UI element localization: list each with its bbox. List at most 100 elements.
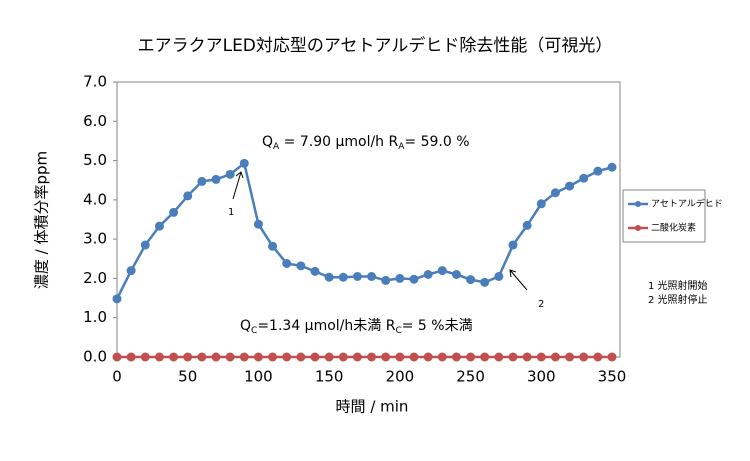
x-axis-label: 時間 / min: [336, 398, 409, 416]
annotation-part: = 59.0 %: [404, 134, 469, 150]
y-tick-label: 3.0: [83, 230, 107, 248]
annotation: QA = 7.90 μmol/h RA= 59.0 %: [262, 134, 470, 152]
data-point: [268, 352, 278, 362]
data-point: [409, 274, 419, 284]
data-point: [381, 352, 391, 362]
note: 1 光照射開始: [648, 279, 708, 292]
data-point: [395, 352, 405, 362]
legend-box: [622, 189, 706, 243]
x-tick-label: 50: [178, 368, 197, 386]
data-point: [395, 273, 405, 283]
x-tick-label: 150: [315, 368, 344, 386]
data-point: [508, 352, 518, 362]
data-point: [367, 352, 377, 362]
x-tick-label: 350: [598, 368, 627, 386]
data-point: [494, 271, 504, 281]
data-point: [268, 241, 278, 251]
y-tick-label: 1.0: [83, 308, 107, 326]
data-point: [140, 240, 150, 250]
data-point: [466, 275, 476, 285]
data-point: [338, 272, 348, 282]
data-point: [126, 266, 136, 276]
y-tick-label: 6.0: [83, 112, 107, 130]
data-point: [310, 352, 320, 362]
data-point: [324, 272, 334, 282]
annotation-part: C: [251, 326, 257, 336]
annotation-part: C: [395, 326, 401, 336]
y-tick-label: 7.0: [83, 73, 107, 91]
marker-label: 2: [538, 299, 544, 310]
legend-marker: [635, 201, 641, 207]
data-point: [296, 352, 306, 362]
legend-marker: [635, 225, 641, 231]
data-point: [211, 174, 221, 184]
y-axis-label: 濃度 / 体積分率ppm: [33, 151, 51, 289]
annotation-part: Q: [262, 134, 273, 150]
data-point: [352, 352, 362, 362]
data-point: [607, 352, 617, 362]
data-point: [211, 352, 221, 362]
data-point: [536, 352, 546, 362]
data-point: [239, 352, 249, 362]
data-point: [480, 352, 490, 362]
data-point: [593, 166, 603, 176]
data-point: [593, 352, 603, 362]
x-tick-label: 250: [456, 368, 485, 386]
data-point: [352, 271, 362, 281]
data-point: [282, 259, 292, 268]
note: 2 光照射停止: [648, 293, 708, 306]
data-point: [494, 352, 504, 362]
data-point: [565, 352, 575, 362]
annotation-part: = 5 %未満: [402, 318, 473, 334]
x-tick-label: 300: [527, 368, 556, 386]
arrow: [509, 269, 528, 291]
annotation-part: =1.34 μmol/h未満 R: [257, 318, 395, 334]
series-line: [115, 161, 613, 300]
arrow: [232, 171, 244, 200]
data-point: [522, 220, 532, 230]
x-tick-label: 0: [112, 368, 122, 386]
y-tick-label: 0.0: [83, 348, 107, 366]
data-point: [126, 352, 136, 362]
data-point: [508, 240, 518, 250]
x-tick-label: 100: [244, 368, 273, 386]
data-point: [338, 352, 348, 362]
data-point: [466, 352, 476, 362]
chart-title: エアラクアLED対応型のアセトアルデヒド除去性能（可視光）: [138, 35, 613, 56]
data-point: [423, 270, 433, 279]
annotation-part: A: [273, 142, 280, 152]
data-point: [282, 352, 292, 362]
plot-frame: [116, 81, 621, 358]
annotation-part: Q: [240, 318, 251, 334]
data-point: [253, 352, 263, 362]
data-point: [253, 219, 263, 229]
data-point: [550, 352, 560, 362]
marker-label: 1: [228, 207, 234, 218]
data-point: [381, 275, 391, 285]
data-point: [536, 199, 546, 209]
data-point: [225, 352, 235, 362]
data-point: [239, 158, 249, 168]
data-point: [522, 352, 532, 362]
data-point: [169, 207, 179, 217]
data-point: [579, 352, 589, 362]
data-point: [197, 176, 207, 186]
data-point: [451, 270, 461, 279]
data-point: [169, 352, 179, 362]
data-point: [225, 169, 235, 179]
annotation-part: = 7.90 μmol/h R: [279, 134, 398, 150]
data-point: [296, 261, 306, 271]
data-point: [154, 352, 164, 362]
data-point: [183, 352, 193, 362]
x-tick-label: 200: [386, 368, 415, 386]
annotation: QC=1.34 μmol/h未満 RC= 5 %未満: [240, 318, 473, 336]
data-point: [367, 271, 377, 281]
data-point: [324, 352, 334, 362]
data-point: [437, 352, 447, 362]
data-point: [451, 352, 461, 362]
data-point: [437, 266, 447, 276]
data-point: [579, 173, 589, 183]
data-point: [565, 181, 575, 191]
data-point: [140, 352, 150, 362]
